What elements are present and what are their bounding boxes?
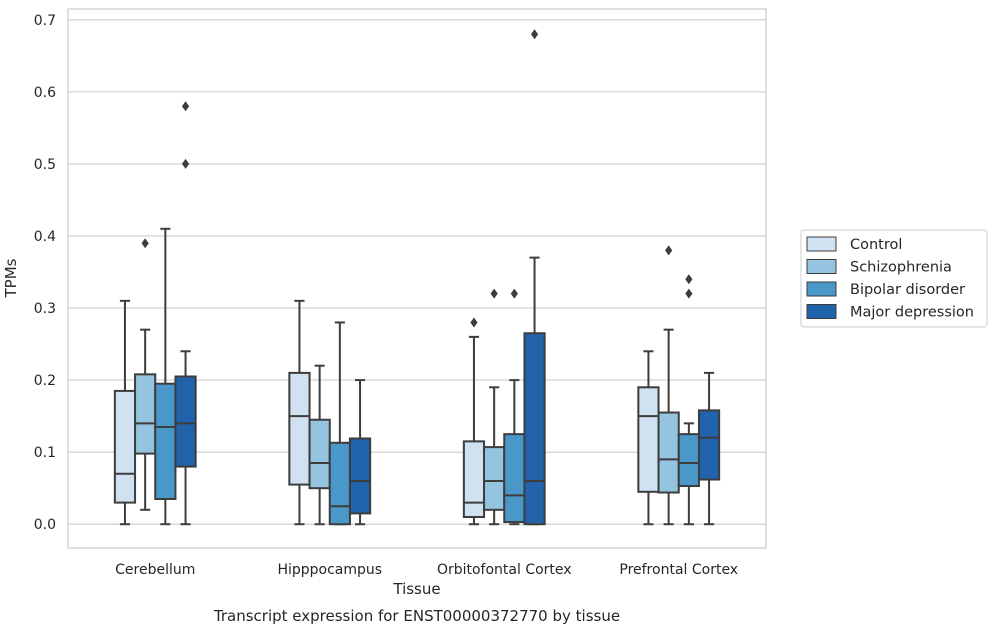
y-tick-label: 0.3 xyxy=(34,301,56,317)
outlier-point xyxy=(685,274,693,285)
y-tick-label: 0.2 xyxy=(34,373,56,389)
y-tick-label: 0.5 xyxy=(34,157,56,173)
iqr-box xyxy=(677,433,700,488)
outlier-point xyxy=(141,238,149,249)
x-tick-label: Cerebellum xyxy=(115,562,195,578)
y-tick-label: 0.6 xyxy=(34,85,56,101)
legend-swatch xyxy=(806,304,837,319)
iqr-box xyxy=(697,409,721,481)
box-control xyxy=(462,317,486,526)
legend-label: Bipolar disorder xyxy=(850,282,965,298)
y-axis-ticks: 0.0 0.1 0.2 0.3 0.4 0.5 0.6 0.7 xyxy=(34,13,56,533)
y-axis-label: TPMs xyxy=(2,258,20,298)
outlier-point xyxy=(470,317,478,328)
iqr-box xyxy=(348,437,372,515)
box-schizophrenia xyxy=(134,238,157,511)
outlier-point xyxy=(490,288,498,299)
box-major-depression xyxy=(174,101,197,526)
iqr-box xyxy=(637,386,660,493)
legend-label: Schizophrenia xyxy=(850,260,952,276)
outlier-point xyxy=(665,245,673,256)
x-tick-label: Prefrontal Cortex xyxy=(619,562,738,578)
x-tick-label: Orbitofontal Cortex xyxy=(437,562,572,578)
iqr-box xyxy=(113,389,137,504)
box-control xyxy=(113,299,137,526)
x-axis-ticks: Cerebellum Hipppocampus Orbitofontal Corte… xyxy=(115,562,738,578)
y-tick-label: 0.7 xyxy=(34,13,56,29)
legend-swatch xyxy=(806,259,837,274)
outlier-point xyxy=(181,158,190,169)
iqr-box xyxy=(174,375,197,468)
iqr-box xyxy=(523,332,546,526)
y-tick-label: 0.0 xyxy=(34,517,56,533)
iqr-box xyxy=(308,418,331,490)
legend-frame xyxy=(800,229,988,328)
outlier-point xyxy=(510,288,518,299)
legend-label: Major depression xyxy=(850,305,974,321)
outlier-point xyxy=(530,29,539,40)
iqr-box xyxy=(134,373,157,455)
legend: Control Schizophrenia Bipolar disorder Majo… xyxy=(800,229,988,328)
y-tick-label: 0.1 xyxy=(34,445,56,461)
box-bipolar-disorder xyxy=(154,227,177,526)
iqr-box xyxy=(154,382,177,500)
box-major-depression xyxy=(523,29,546,526)
boxes xyxy=(113,29,721,526)
box-major-depression xyxy=(348,379,372,526)
iqr-box xyxy=(483,446,506,511)
box-schizophrenia xyxy=(483,288,506,526)
iqr-box xyxy=(462,440,486,519)
iqr-box xyxy=(328,441,351,526)
x-axis-label: Tissue xyxy=(392,580,440,598)
outlier-point xyxy=(181,101,190,112)
legend-swatch xyxy=(806,281,837,297)
box-bipolar-disorder xyxy=(677,274,700,526)
y-tick-label: 0.4 xyxy=(34,229,56,245)
legend-label: Control xyxy=(850,237,902,253)
iqr-box xyxy=(657,411,680,494)
chart-title: Transcript expression for ENST0000037277… xyxy=(213,607,620,625)
box-major-depression xyxy=(697,371,721,526)
box-control xyxy=(637,350,660,526)
box-schizophrenia xyxy=(657,245,680,526)
iqr-box xyxy=(288,371,311,486)
outlier-point xyxy=(685,288,693,299)
legend-swatch xyxy=(806,236,837,252)
iqr-box xyxy=(503,433,526,524)
x-tick-label: Hipppocampus xyxy=(277,562,382,578)
